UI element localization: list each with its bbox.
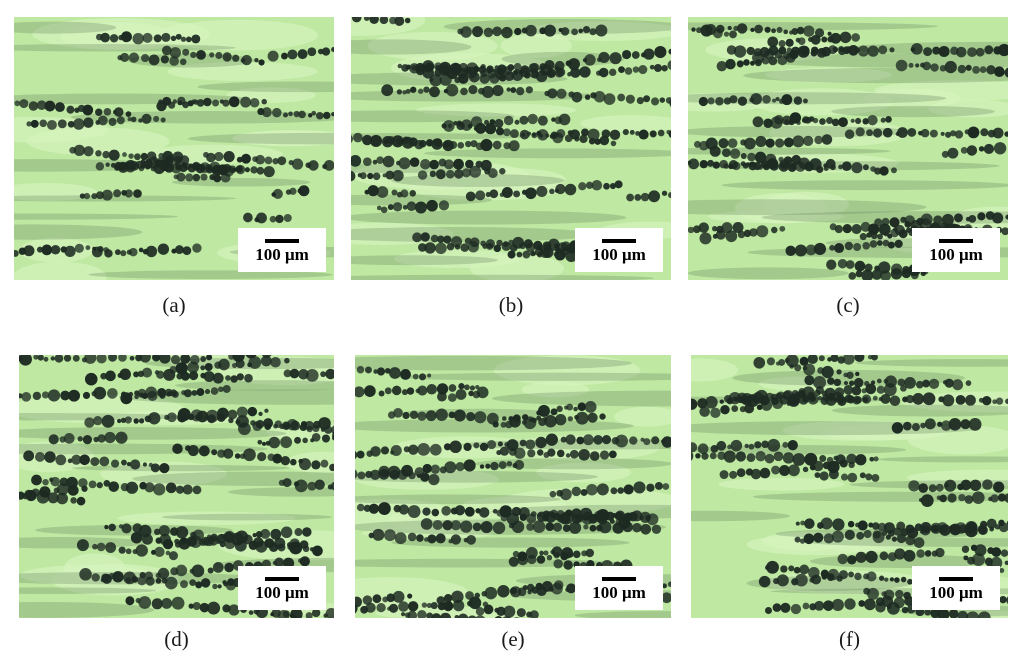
- scale-bar-box: 100 μm: [912, 228, 1000, 272]
- scale-bar-label: 100 μm: [929, 245, 983, 264]
- scale-bar-box: 100 μm: [575, 566, 663, 610]
- panel-f: 100 μm (f): [691, 355, 1008, 660]
- panel-caption: (e): [501, 627, 525, 651]
- scale-bar: [939, 577, 973, 581]
- scale-bar-label: 100 μm: [255, 245, 309, 264]
- scale-bar: [939, 239, 973, 243]
- panel-caption: (d): [164, 627, 189, 651]
- scale-bar: [602, 239, 636, 243]
- panel-caption: (a): [162, 293, 186, 317]
- panel-b: 100 μm (b): [351, 17, 671, 317]
- scale-bar: [265, 239, 299, 243]
- panel-caption: (f): [839, 627, 860, 651]
- panel-caption: (c): [836, 293, 860, 317]
- scale-bar-label: 100 μm: [255, 583, 309, 602]
- scale-bar-label: 100 μm: [592, 583, 646, 602]
- scale-bar-box: 100 μm: [238, 228, 326, 272]
- micrograph-b: [351, 17, 671, 280]
- scale-bar-label: 100 μm: [929, 583, 983, 602]
- scale-bar-box: 100 μm: [238, 566, 326, 610]
- panel-e: 100 μm (e): [355, 355, 671, 660]
- panel-d: 100 μm (d): [19, 355, 334, 660]
- scale-bar-box: 100 μm: [575, 228, 663, 272]
- micrograph-a: [14, 17, 334, 280]
- panel-caption: (b): [498, 293, 524, 317]
- panel-a: 100 μm (a): [14, 17, 334, 317]
- scale-bar: [265, 577, 299, 581]
- scale-bar-box: 100 μm: [912, 566, 1000, 610]
- scale-bar: [602, 577, 636, 581]
- panel-c: 100 μm (c): [688, 17, 1008, 317]
- scale-bar-label: 100 μm: [592, 245, 646, 264]
